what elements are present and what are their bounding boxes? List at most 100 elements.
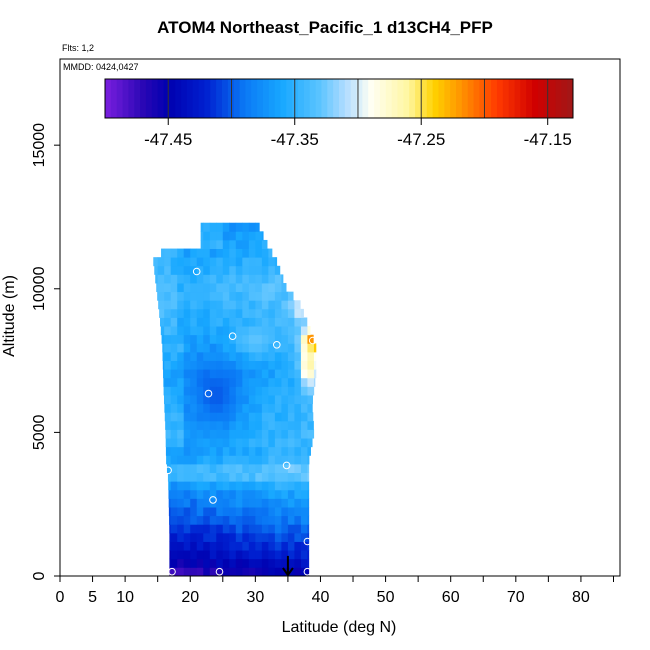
heatmap-cell xyxy=(222,300,230,310)
colorbar-segment xyxy=(333,79,340,118)
heatmap-cell xyxy=(268,463,276,473)
colorbar-segment xyxy=(134,79,141,118)
sample-point xyxy=(168,567,176,576)
heatmap-cell xyxy=(203,334,211,344)
heatmap-cell xyxy=(255,463,263,473)
heatmap-field xyxy=(153,222,317,576)
heatmap-cell xyxy=(261,507,269,517)
heatmap-cell xyxy=(294,567,302,576)
heatmap-cell xyxy=(307,334,314,344)
heatmap-cell xyxy=(307,343,315,353)
heatmap-cell xyxy=(203,446,211,456)
heatmap-cell xyxy=(307,481,310,491)
heatmap-cell xyxy=(165,446,172,456)
heatmap-cell xyxy=(248,351,256,361)
colorbar: -47.45 -47.35 -47.25 -47.15 xyxy=(104,78,574,149)
heatmap-cell xyxy=(164,343,172,353)
colorbar-segment xyxy=(239,79,246,118)
heatmap-cell xyxy=(209,420,217,430)
heatmap-cell xyxy=(255,498,263,508)
heatmap-cell xyxy=(190,300,198,310)
heatmap-cell xyxy=(190,498,198,508)
sample-point xyxy=(273,341,281,349)
heatmap-cell xyxy=(216,395,224,405)
heatmap-cell xyxy=(216,412,224,422)
heatmap-cell xyxy=(229,274,237,284)
heatmap-cell xyxy=(287,291,294,301)
colorbar-segment xyxy=(186,79,194,118)
heatmap-cell xyxy=(216,550,224,560)
heatmap-cell xyxy=(203,351,211,361)
heatmap-cell xyxy=(261,438,269,448)
heatmap-cell xyxy=(281,291,289,301)
colorbar-segment xyxy=(473,79,480,118)
heatmap-cell xyxy=(268,274,276,284)
heatmap-cell xyxy=(190,420,198,430)
colorbar-segment xyxy=(426,79,434,118)
heatmap-cell xyxy=(164,395,172,405)
heatmap-cell xyxy=(216,472,224,482)
heatmap-cell xyxy=(287,481,295,491)
heatmap-cell xyxy=(229,438,237,448)
colorbar-segment xyxy=(409,79,416,118)
heatmap-cell xyxy=(216,360,224,370)
heatmap-cell xyxy=(203,308,211,318)
heatmap-cell xyxy=(183,343,191,353)
heatmap-cell xyxy=(183,334,191,344)
colorbar-segment xyxy=(315,79,322,118)
heatmap-cell xyxy=(160,317,165,327)
heatmap-cell xyxy=(300,438,308,448)
colorbar-segment xyxy=(526,79,533,118)
heatmap-cell xyxy=(190,550,198,560)
heatmap-cell xyxy=(287,334,295,344)
heatmap-cell xyxy=(196,360,204,370)
heatmap-cell xyxy=(177,291,185,301)
heatmap-cell xyxy=(287,489,295,499)
heatmap-cell xyxy=(248,446,256,456)
heatmap-cell xyxy=(242,334,250,344)
heatmap-cell xyxy=(281,395,289,405)
heatmap-cell xyxy=(242,412,250,422)
heatmap-cell xyxy=(196,524,204,534)
heatmap-cell xyxy=(183,463,191,473)
heatmap-cell xyxy=(307,515,310,525)
heatmap-cell xyxy=(190,308,198,318)
heatmap-cell xyxy=(209,283,217,293)
heatmap-cell xyxy=(294,498,302,508)
heatmap-cell xyxy=(157,257,165,267)
heatmap-cell xyxy=(222,558,230,568)
x-tick-label: 40 xyxy=(312,589,330,606)
heatmap-cell xyxy=(216,317,224,327)
heatmap-cell xyxy=(229,326,237,336)
heatmap-cell xyxy=(274,360,282,370)
heatmap-cell xyxy=(242,231,250,241)
heatmap-cell xyxy=(190,532,198,542)
heatmap-cell xyxy=(248,265,256,275)
down-arrow-marker xyxy=(282,555,294,577)
heatmap-cell xyxy=(268,291,276,301)
heatmap-cell xyxy=(300,463,308,473)
heatmap-cell xyxy=(164,274,172,284)
heatmap-cell xyxy=(229,308,237,318)
heatmap-cell xyxy=(229,455,237,465)
heatmap-cell xyxy=(248,558,256,568)
colorbar-segment xyxy=(368,79,375,118)
heatmap-cell xyxy=(216,403,224,413)
heatmap-cell xyxy=(248,222,256,232)
heatmap-cell xyxy=(222,455,230,465)
heatmap-cell xyxy=(294,446,302,456)
heatmap-cell xyxy=(235,231,243,241)
chart-title: ATOM4 Northeast_Pacific_1 d13CH4_PFP xyxy=(157,18,493,37)
heatmap-cell xyxy=(170,343,178,353)
heatmap-cell xyxy=(163,369,165,379)
heatmap-cell xyxy=(177,308,185,318)
heatmap-cell xyxy=(229,532,237,542)
heatmap-cell xyxy=(242,532,250,542)
heatmap-cell xyxy=(294,395,302,405)
sample-point xyxy=(282,461,291,470)
axes: 0 5 10 20 30 40 50 60 70 80 0 5000 10000 15000 xyxy=(31,123,614,606)
heatmap-cell xyxy=(261,351,269,361)
heatmap-cell xyxy=(216,291,224,301)
heatmap-cell xyxy=(216,558,224,568)
heatmap-cell xyxy=(242,438,250,448)
